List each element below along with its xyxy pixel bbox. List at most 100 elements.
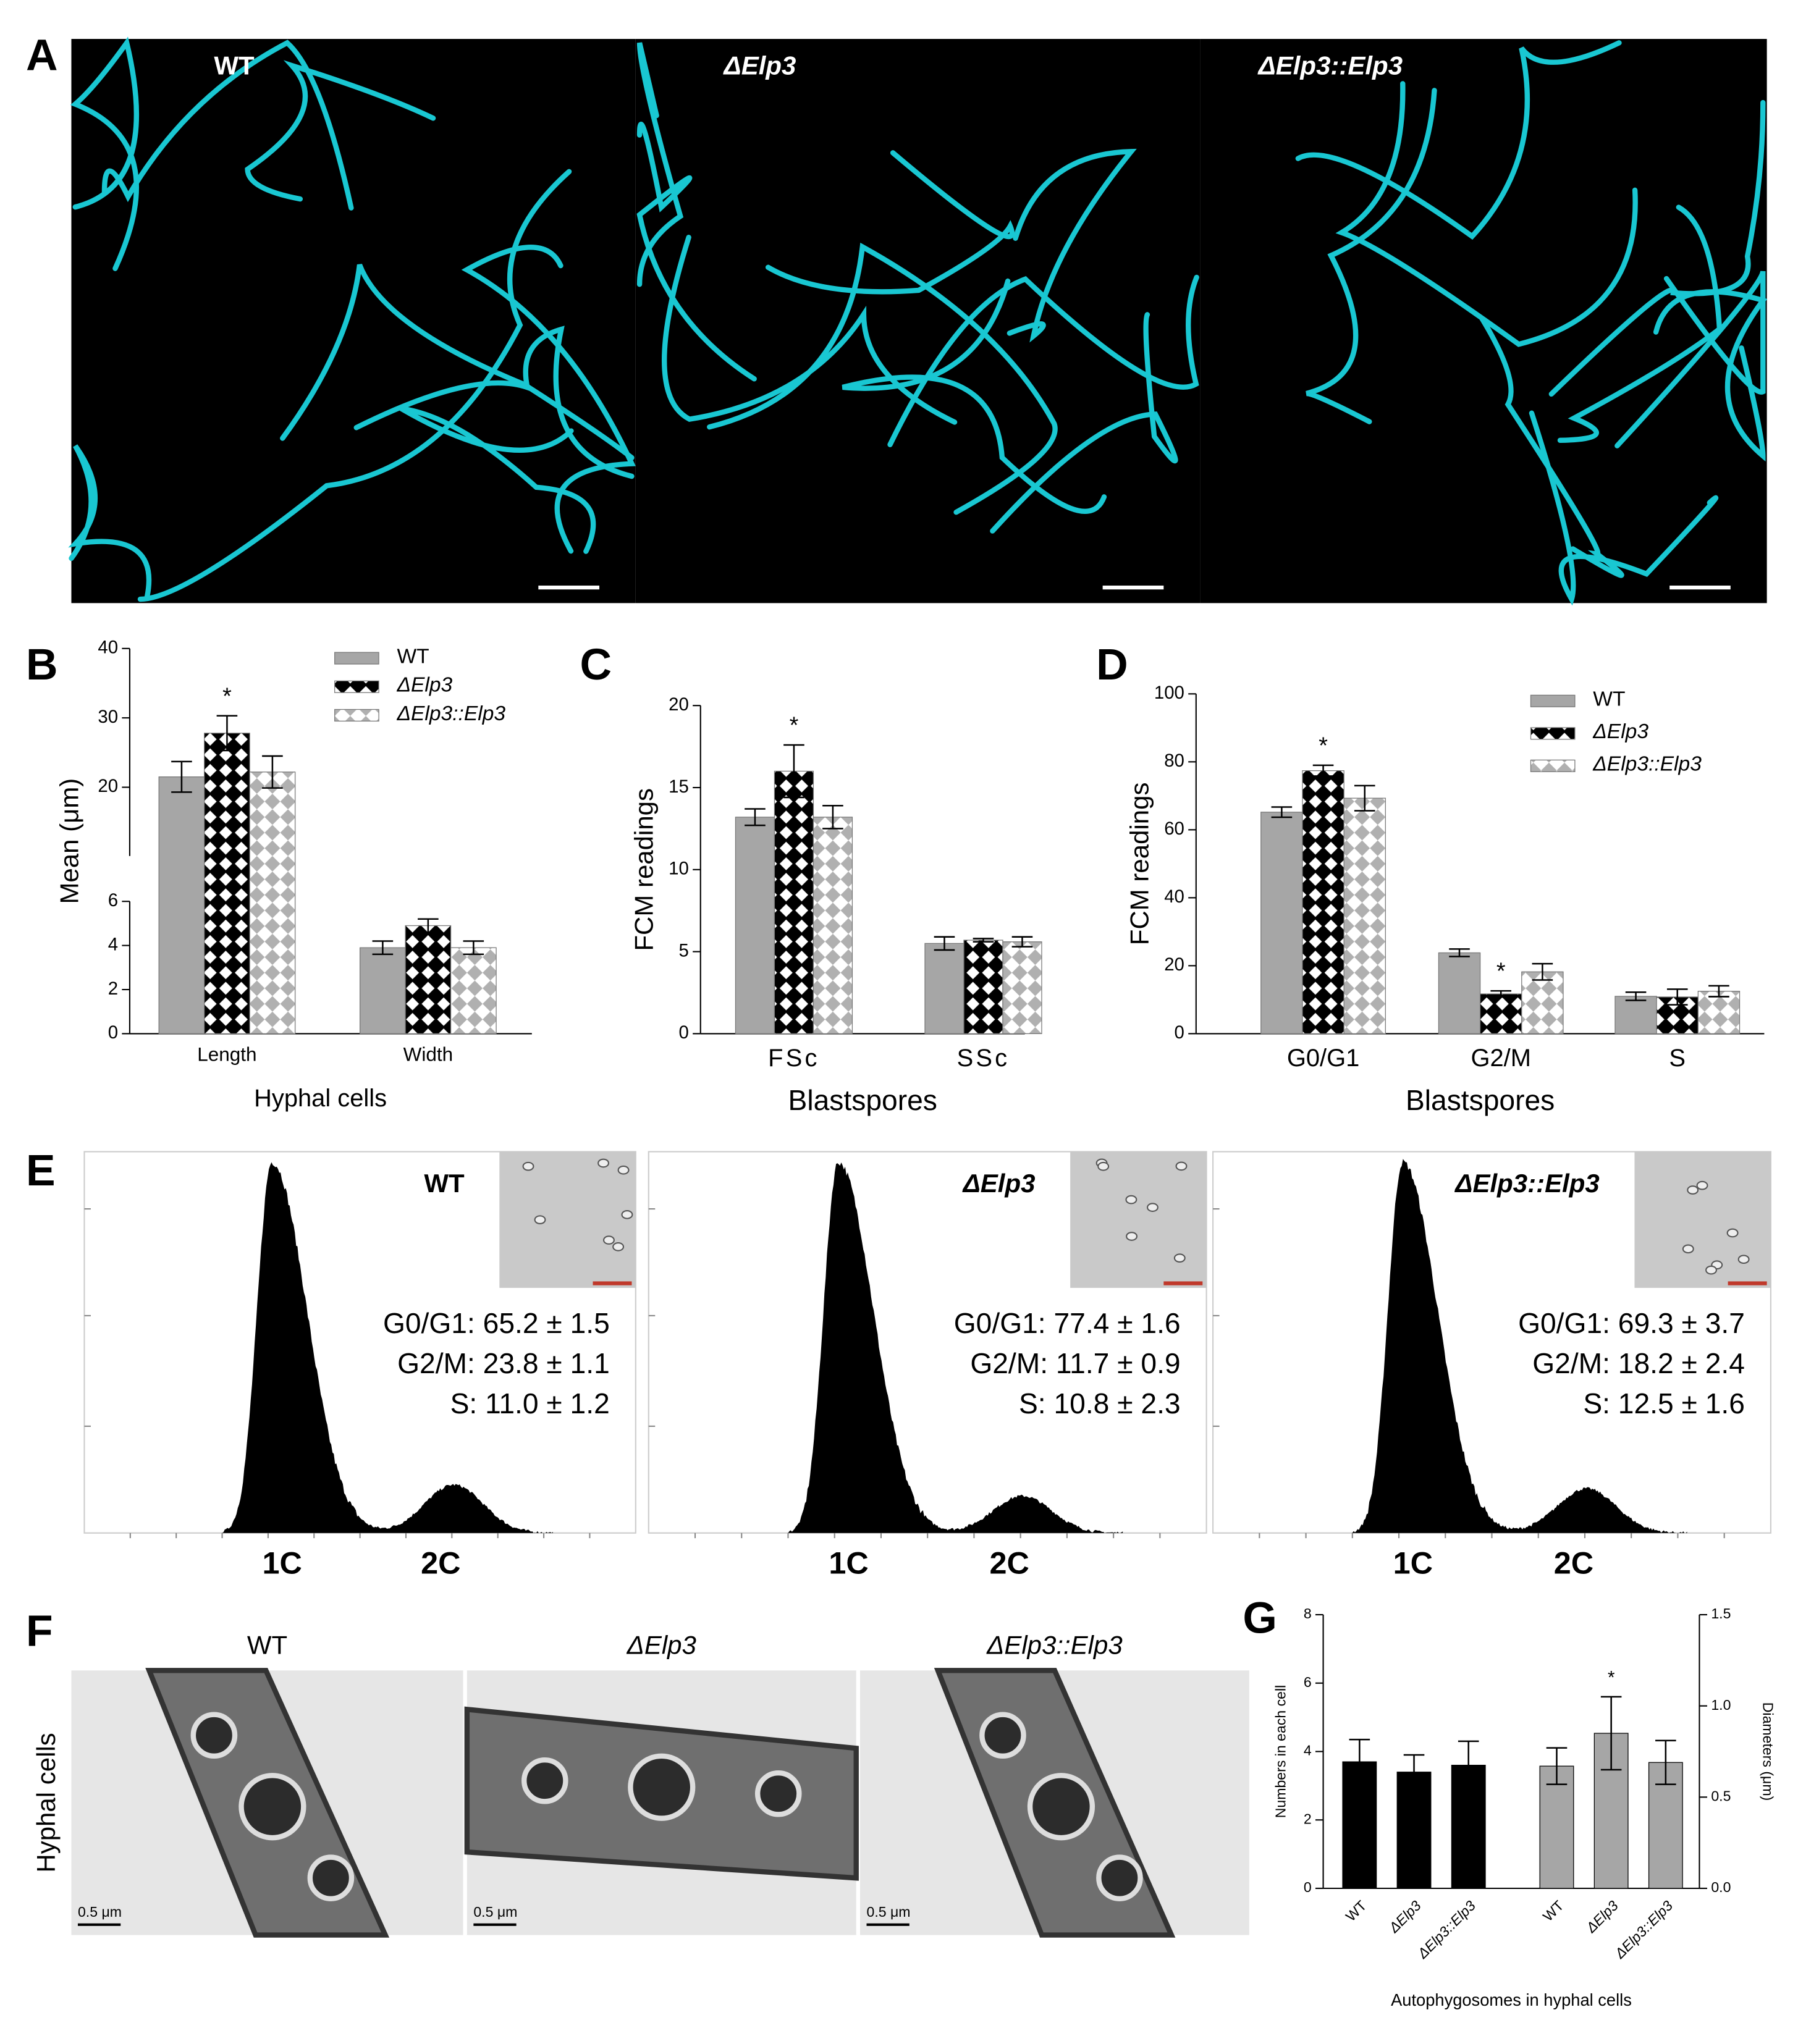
- error-bar: [216, 715, 238, 752]
- histogram: [1352, 1159, 1687, 1533]
- panel-letter: G: [1243, 1593, 1277, 1642]
- significance: *: [1496, 959, 1506, 985]
- inset-cell: [603, 1235, 615, 1245]
- inset-scale: [1163, 1281, 1203, 1285]
- plot-title: ΔElp3::Elp3: [1454, 1169, 1599, 1198]
- x-tick-label: WT: [1343, 1898, 1370, 1925]
- x-tick-label: G2/M: [1471, 1045, 1531, 1072]
- bar: [1521, 971, 1564, 1035]
- panel-letter: B: [26, 640, 58, 689]
- error-bar: [1403, 1754, 1425, 1790]
- y-tick-label: 10: [669, 859, 689, 879]
- x-tick-label: ΔElp3: [1582, 1898, 1621, 1937]
- y-tick-label: 0: [679, 1022, 689, 1043]
- stat-line: G2/M: 11.7 ± 0.9: [970, 1347, 1180, 1379]
- inset-cell: [1682, 1244, 1694, 1254]
- hypha: [887, 274, 1199, 447]
- histogram: [222, 1162, 554, 1533]
- inset-cell: [1687, 1185, 1699, 1195]
- legend-swatch: [1530, 759, 1576, 772]
- panel-letter: E: [26, 1146, 56, 1195]
- hypha: [1529, 410, 1719, 606]
- inset-cell: [1737, 1255, 1750, 1264]
- y2-tick-label: 1.0: [1711, 1697, 1731, 1713]
- y-tick-label: 2: [108, 978, 118, 999]
- vacuole: [1027, 1773, 1095, 1841]
- x-tick-label: ΔElp3::Elp3: [1611, 1898, 1676, 1962]
- legend-label: ΔElp3: [396, 674, 452, 697]
- bar: [1438, 952, 1481, 1035]
- x-axis-label: Autophygosomes in hyphal cells: [1391, 1990, 1632, 2009]
- hypha: [1548, 99, 1766, 397]
- panel-letter: C: [580, 640, 612, 689]
- y-axis-label: FCM readings: [1125, 783, 1154, 946]
- y2-tick-label: 0.5: [1711, 1788, 1731, 1804]
- bar: [812, 817, 853, 1035]
- micrograph: [635, 39, 1201, 604]
- stat-line: S: 12.5 ± 1.6: [1583, 1387, 1745, 1419]
- inset-cell: [1097, 1161, 1110, 1171]
- significance: *: [790, 713, 799, 739]
- x-tick-label: Width: [403, 1043, 453, 1065]
- hypha: [1479, 315, 1624, 578]
- y-axis-label: Mean (μm): [55, 778, 84, 904]
- peak-label: 1C: [829, 1546, 868, 1581]
- inset-image: [1634, 1151, 1771, 1288]
- y-tick-label: 20: [1164, 954, 1184, 975]
- hypha: [636, 42, 684, 287]
- x-tick-label: Length: [197, 1043, 256, 1065]
- y-tick-label: 20: [669, 694, 689, 715]
- significance: *: [222, 683, 232, 709]
- image-label: ΔElp3::Elp3: [986, 1631, 1123, 1660]
- image-label: ΔElp3: [627, 1631, 696, 1660]
- hypha: [1306, 88, 1437, 424]
- bar: [1002, 941, 1042, 1035]
- y-tick-label: 15: [669, 776, 689, 797]
- hypha: [1007, 148, 1137, 343]
- stat-line: G0/G1: 77.4 ± 1.6: [954, 1307, 1181, 1339]
- bar: [735, 817, 775, 1035]
- inset-cell: [1705, 1265, 1717, 1275]
- hypha: [137, 169, 572, 602]
- error-bar: [783, 744, 804, 799]
- inset-cell: [1726, 1228, 1739, 1238]
- hypha: [245, 60, 436, 202]
- error-bar: [1312, 764, 1334, 777]
- error-bar: [1532, 962, 1553, 981]
- hypha: [1295, 40, 1622, 240]
- error-bar: [1449, 948, 1470, 957]
- hypha: [636, 121, 757, 382]
- bar: [1260, 812, 1303, 1035]
- vacuole: [521, 1757, 568, 1804]
- inset-cell: [597, 1158, 609, 1168]
- scale-label: 0.5 μm: [78, 1904, 122, 1920]
- hypha: [765, 150, 1015, 295]
- inset-cell: [1147, 1203, 1159, 1212]
- vacuole: [238, 1773, 306, 1841]
- x-tick-label: G0/G1: [1287, 1045, 1359, 1072]
- bar: [158, 776, 205, 1035]
- vacuole: [979, 1712, 1026, 1759]
- peak-label: 1C: [1393, 1546, 1433, 1581]
- peak-label: 2C: [1554, 1546, 1593, 1581]
- y-tick-label: 100: [1154, 683, 1184, 703]
- hypha: [842, 278, 1107, 514]
- error-bar: [372, 940, 394, 956]
- legend-label: WT: [397, 645, 429, 668]
- vacuole: [628, 1753, 696, 1821]
- error-bar: [1625, 991, 1647, 1001]
- bar: [1697, 991, 1741, 1035]
- x-tick-label: SSc: [957, 1045, 1010, 1072]
- hypha: [70, 36, 140, 271]
- bar: [249, 772, 296, 1035]
- y-tick-label: 8: [1304, 1605, 1312, 1621]
- x-tick-label: FSc: [768, 1045, 819, 1072]
- error-bar: [1655, 1739, 1676, 1785]
- bar: [1343, 797, 1386, 1035]
- hypha: [101, 40, 354, 211]
- error-bar: [1666, 988, 1688, 1006]
- error-bar: [934, 936, 955, 951]
- peak-label: 2C: [421, 1546, 460, 1581]
